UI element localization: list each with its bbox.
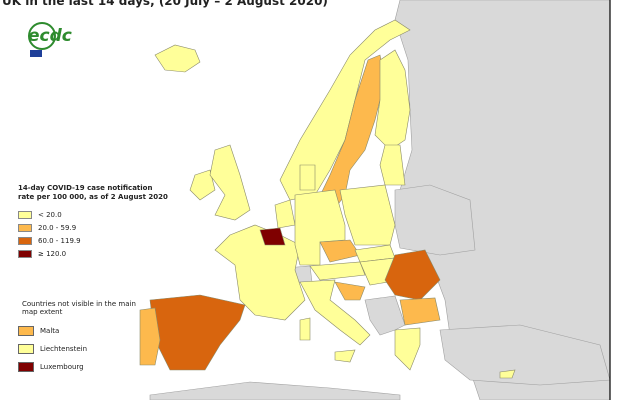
- belarus-ukraine: [394, 184, 476, 256]
- inset-swatch: [18, 344, 34, 354]
- inset-label: Liechtenstein: [40, 345, 88, 353]
- legend-swatch: [18, 223, 32, 232]
- greece: [394, 327, 421, 371]
- eu-flag: [30, 50, 42, 57]
- inset-item: Luxembourg: [18, 358, 148, 376]
- austria: [309, 261, 366, 281]
- inset-swatch: [18, 362, 34, 372]
- belgium: [259, 227, 286, 246]
- logo-globe: [28, 22, 56, 50]
- legend-item: 20.0 - 59.9: [18, 221, 168, 234]
- legend-rows: < 20.0 20.0 - 59.9 60.0 - 119.9 ≥ 120.0: [18, 208, 168, 260]
- iceland: [154, 44, 201, 73]
- legend-item: ≥ 120.0: [18, 247, 168, 260]
- inset-item: Malta: [18, 322, 148, 340]
- denmark: [299, 164, 316, 191]
- legend-item: 60.0 - 119.9: [18, 234, 168, 247]
- sicily: [334, 349, 356, 363]
- inset-item: Liechtenstein: [18, 340, 148, 358]
- bulgaria: [399, 297, 441, 326]
- legend-label: 60.0 - 119.9: [38, 236, 81, 245]
- legend-swatch: [18, 236, 32, 245]
- inset-label: Luxembourg: [40, 363, 84, 371]
- legend-title: 14-day COVID-19 case notification rate p…: [18, 184, 168, 201]
- countries: [139, 19, 516, 379]
- portugal: [139, 307, 161, 366]
- sardinia: [299, 317, 311, 341]
- legend-label: ≥ 120.0: [38, 249, 67, 258]
- inset: Countries not visible in the main map ex…: [18, 300, 148, 376]
- finland: [374, 49, 411, 151]
- ireland: [189, 169, 216, 201]
- legend-label: < 20.0: [38, 210, 62, 219]
- norway: [279, 19, 411, 201]
- legend-swatch: [18, 210, 32, 219]
- legend-label: 20.0 - 59.9: [38, 223, 77, 232]
- title: UK in the last 14 days, (20 July – 2 Aug…: [2, 0, 328, 8]
- cyprus: [499, 369, 516, 379]
- inset-title: Countries not visible in the main map ex…: [22, 300, 136, 316]
- spain: [149, 294, 246, 371]
- inset-swatch: [18, 326, 34, 336]
- inset-label: Malta: [40, 327, 60, 335]
- north-africa: [149, 381, 401, 400]
- legend-swatch: [18, 249, 32, 258]
- inset-rows: Malta Liechtenstein Luxembourg: [18, 322, 148, 376]
- legend-item: < 20.0: [18, 208, 168, 221]
- legend: 14-day COVID-19 case notification rate p…: [18, 184, 168, 260]
- croatia: [334, 281, 366, 301]
- baltics: [379, 144, 406, 186]
- logo: ecdc: [28, 26, 72, 46]
- uk: [209, 144, 251, 221]
- italy: [299, 279, 371, 346]
